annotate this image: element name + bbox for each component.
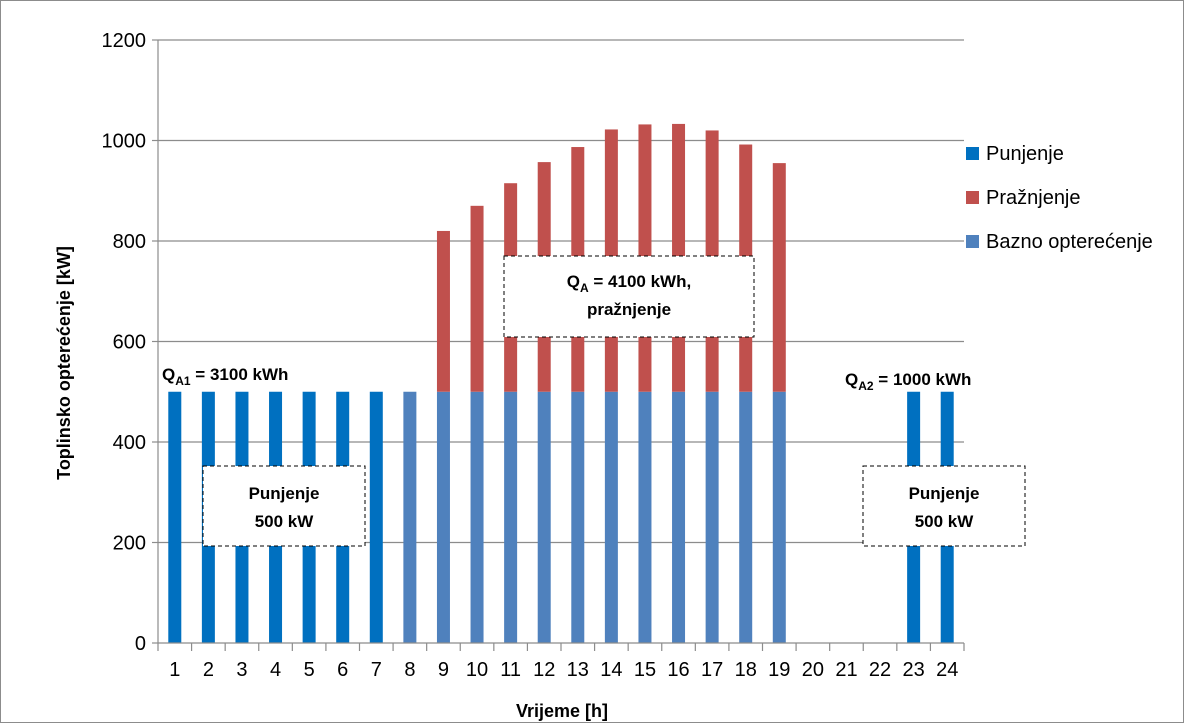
legend-swatch (966, 191, 979, 204)
bar-bazno-optere-enje-19 (772, 391, 786, 643)
y-tick-label: 400 (113, 432, 146, 454)
bar-bazno-optere-enje-18 (739, 391, 753, 643)
svg-text:500 kW: 500 kW (915, 512, 975, 531)
x-tick-label: 1 (169, 659, 180, 681)
x-tick-label: 3 (236, 659, 247, 681)
annotation-qa1: QA1 = 3100 kWh (162, 365, 288, 388)
bar-punjenje-1 (168, 391, 182, 643)
y-tick-label: 800 (113, 231, 146, 253)
gridlines (158, 39, 964, 544)
x-tick-label: 14 (600, 659, 622, 681)
bar-bazno-optere-enje-9 (436, 391, 450, 643)
svg-text:Punjenje: Punjenje (249, 484, 320, 503)
svg-text:Punjenje: Punjenje (909, 484, 980, 503)
y-tick-label: 200 (113, 533, 146, 555)
annotation-box-discharge: QA = 4100 kWh, pražnjenje (503, 255, 755, 338)
legend-item: Bazno opterećenje (966, 231, 1153, 253)
x-tick-label: 24 (936, 659, 958, 681)
x-tick-label: 10 (466, 659, 488, 681)
legend-item: Punjenje (966, 143, 1064, 165)
y-tick-label: 1200 (102, 30, 147, 52)
legend-swatch (966, 235, 979, 248)
x-tick-label: 16 (667, 659, 689, 681)
y-tick-label: 0 (135, 633, 146, 655)
svg-text:pražnjenje: pražnjenje (587, 300, 671, 319)
bar-pra-njenje-9 (436, 230, 450, 392)
bar-bazno-optere-enje-10 (470, 391, 484, 643)
x-tick-label: 20 (802, 659, 824, 681)
legend: Punjenje Pražnjenje Bazno opterećenje (966, 143, 1153, 253)
x-tick-label: 2 (203, 659, 214, 681)
x-tick-label: 15 (634, 659, 656, 681)
bar-bazno-optere-enje-12 (537, 391, 551, 643)
y-tick-label: 1000 (102, 131, 147, 153)
bar-bazno-optere-enje-14 (604, 391, 618, 643)
axes (152, 39, 965, 651)
x-tick-label: 13 (567, 659, 589, 681)
bar-pra-njenje-10 (470, 205, 484, 392)
y-axis-title: Toplinsko opterećenje [kW] (54, 246, 74, 480)
bar-bazno-optere-enje-11 (504, 391, 518, 643)
x-tick-label: 21 (835, 659, 857, 681)
annotation-box-charge-left: Punjenje 500 kW (202, 465, 366, 547)
y-tick-label: 600 (113, 332, 146, 354)
annotation-qa2: QA2 = 1000 kWh (845, 370, 971, 393)
x-tick-label: 22 (869, 659, 891, 681)
x-tick-label: 17 (701, 659, 723, 681)
bar-punjenje-7 (369, 391, 383, 643)
annotation-box-charge-right: Punjenje 500 kW (862, 465, 1026, 547)
bar-pra-njenje-19 (772, 163, 786, 392)
x-axis-title: Vrijeme [h] (516, 701, 608, 721)
x-tick-label: 8 (404, 659, 415, 681)
legend-label: Bazno opterećenje (986, 231, 1153, 253)
x-tick-label: 11 (500, 659, 521, 681)
x-tick-label: 6 (337, 659, 348, 681)
x-tick-label: 19 (768, 659, 790, 681)
x-tick-label: 23 (903, 659, 925, 681)
legend-item: Pražnjenje (966, 187, 1081, 209)
x-tick-label: 12 (533, 659, 555, 681)
x-tick-label: 4 (270, 659, 281, 681)
svg-text:500 kW: 500 kW (255, 512, 315, 531)
bar-bazno-optere-enje-17 (705, 391, 719, 643)
bar-bazno-optere-enje-8 (403, 391, 417, 643)
bar-bazno-optere-enje-16 (672, 391, 686, 643)
legend-swatch (966, 147, 979, 160)
legend-label: Punjenje (986, 143, 1064, 165)
x-tick-label: 7 (371, 659, 382, 681)
bar-bazno-optere-enje-13 (571, 391, 585, 643)
legend-label: Pražnjenje (986, 187, 1081, 209)
bar-bazno-optere-enje-15 (638, 391, 652, 643)
svg-text:QA = 4100 kWh,: QA = 4100 kWh, (567, 272, 691, 295)
x-tick-label: 5 (304, 659, 315, 681)
x-tick-label: 18 (735, 659, 757, 681)
x-tick-label: 9 (438, 659, 449, 681)
